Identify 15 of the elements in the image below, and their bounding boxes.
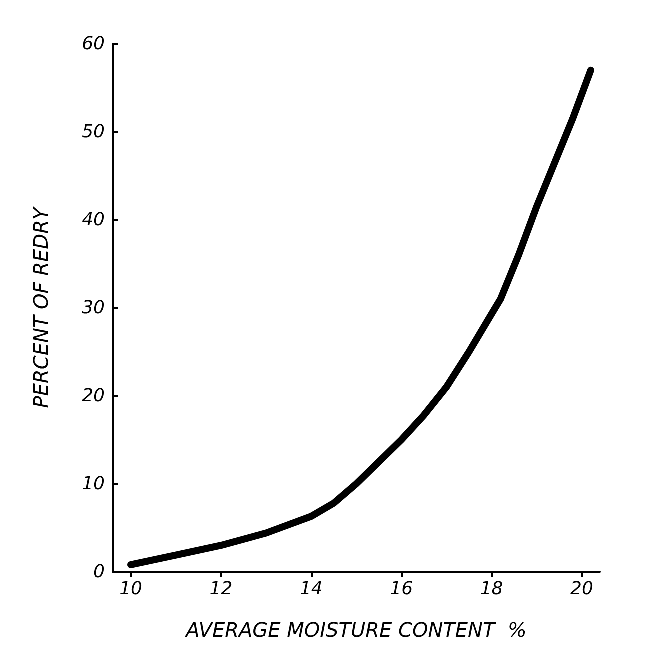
y-axis-title: PERCENT OF REDRY [29,206,53,408]
x-tick-label: 16 [390,578,414,600]
y-tick-label: 0 [94,562,105,582]
x-tick-label: 20 [570,578,594,600]
y-tick-label: 50 [82,122,105,142]
y-tick-label: 30 [82,298,105,318]
x-tick-label: 12 [210,578,233,600]
x-tick-label: 18 [480,578,504,600]
y-tick-label: 60 [82,34,105,54]
x-tick-label: 10 [120,578,142,600]
y-tick-label: 40 [82,210,105,230]
y-tick-label: 20 [82,386,105,406]
x-axis-title: AVERAGE MOISTURE CONTENT % [184,618,527,642]
x-tick-label: 14 [300,578,323,600]
y-tick-label: 10 [82,474,105,494]
